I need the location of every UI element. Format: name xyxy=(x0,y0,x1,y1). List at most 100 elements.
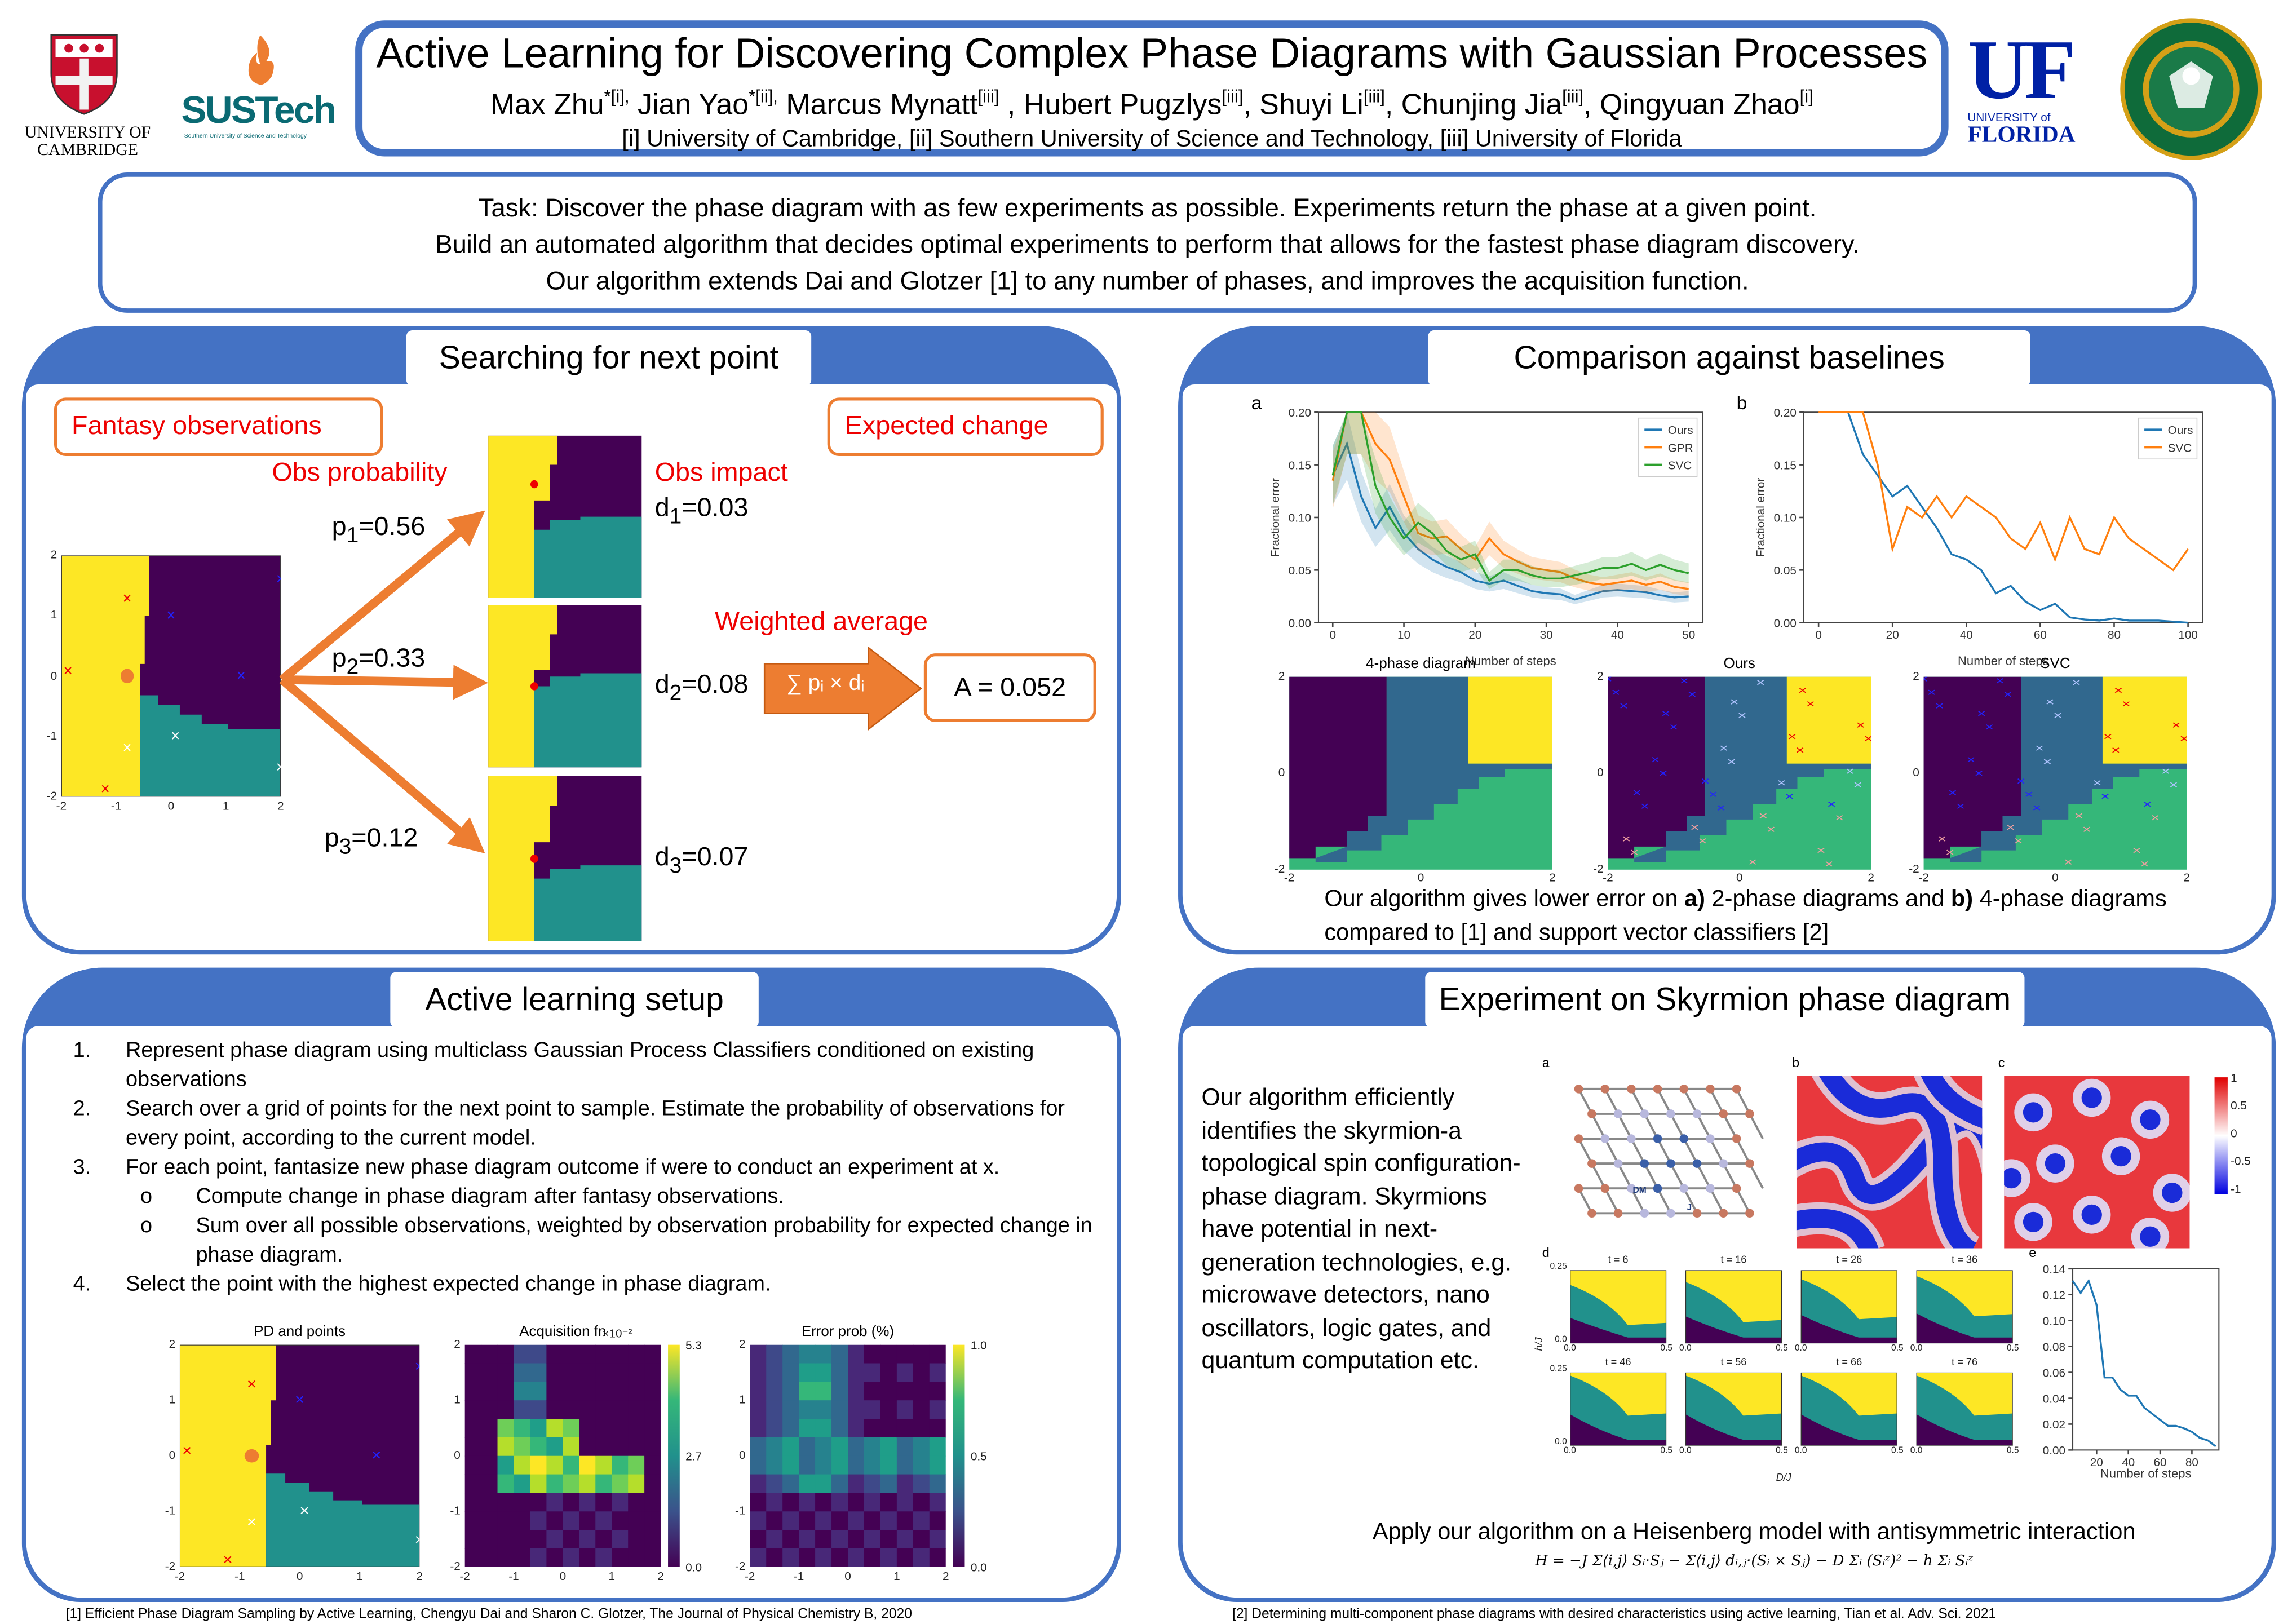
x-axis-label: Number of steps xyxy=(2100,1467,2192,1480)
y-tick: 0 xyxy=(1597,765,1604,780)
heatmap-cell xyxy=(913,1455,930,1475)
skyrmion-core xyxy=(2023,1211,2044,1232)
x-tick: 0.5 xyxy=(1891,1447,1904,1456)
observation-marker: × xyxy=(1816,844,1825,857)
observation-marker: × xyxy=(1806,698,1815,711)
heatmap-cell xyxy=(628,1400,645,1419)
heatmap-cell xyxy=(563,1548,579,1568)
y-tick: 0.25 xyxy=(1550,1365,1567,1374)
phase-region-purple xyxy=(1923,676,2021,859)
spin-site xyxy=(1692,1209,1702,1218)
observation-marker: × xyxy=(182,1442,192,1460)
heatmap-cell xyxy=(579,1455,596,1475)
heatmap-cell xyxy=(628,1419,645,1438)
x-tick: -2 xyxy=(1284,871,1295,884)
heatmap-cell xyxy=(464,1363,482,1383)
heatmap-cell xyxy=(546,1548,563,1568)
heatmap-cell xyxy=(579,1363,596,1383)
error-prob-heatmap xyxy=(750,1344,946,1568)
y-tick: 0 xyxy=(1913,765,1919,780)
y-tick-label: 0.00 xyxy=(2043,1444,2065,1457)
phase-region-yellow xyxy=(179,1344,276,1567)
heatmap-cell xyxy=(514,1548,531,1568)
heatmap-cell xyxy=(799,1511,816,1530)
observation-marker: × xyxy=(1690,821,1699,834)
x-tick: 2 xyxy=(1549,871,1556,884)
heatmap-cells xyxy=(464,1344,661,1568)
heatmap-cell xyxy=(546,1382,563,1401)
y-tick-label: 0.12 xyxy=(2043,1289,2065,1302)
snapshot-phase-diagram xyxy=(1915,1371,2014,1446)
heatmap-cell xyxy=(766,1419,783,1438)
heatmap-cell xyxy=(612,1530,629,1549)
heatmap-cell xyxy=(929,1363,946,1383)
snapshot-phase-diagram xyxy=(1569,1371,1667,1446)
heatmap-cell xyxy=(497,1493,515,1512)
legend xyxy=(2138,417,2198,460)
heatmap-cell xyxy=(750,1511,767,1530)
spin-site xyxy=(1679,1184,1689,1193)
reference-2: [2] Determining multi-component phase di… xyxy=(1232,1606,1997,1623)
cambridge-shield-icon xyxy=(50,34,118,115)
heatmap-cell xyxy=(546,1419,563,1438)
heatmap-cell xyxy=(913,1419,930,1438)
comparison-chart-a: 0.00 0.05 0.10 0.15 0.20 0 10 20 30 40 50 Number of… xyxy=(1251,392,1704,666)
heatmap-cell xyxy=(766,1474,783,1494)
heatmap-cell xyxy=(497,1548,515,1568)
heatmap-cell xyxy=(563,1363,579,1383)
heatmap-cell xyxy=(864,1419,881,1438)
heatmap-cell xyxy=(644,1474,661,1494)
spin-site xyxy=(1745,1159,1754,1168)
y-tick: -2 xyxy=(1909,862,1919,876)
heatmap-cell xyxy=(530,1530,547,1549)
spin-site xyxy=(1745,1209,1754,1218)
heatmap-cell xyxy=(464,1344,482,1364)
heatmap-cell xyxy=(750,1530,767,1549)
step-text: Search over a grid of points for the nex… xyxy=(126,1098,1065,1150)
heatmap-cell xyxy=(595,1493,612,1512)
dm-label: DM xyxy=(1632,1187,1647,1196)
heatmap-cell xyxy=(848,1548,865,1568)
branch-arrows xyxy=(279,510,489,853)
heatmap-cell xyxy=(530,1382,547,1401)
heatmap-cell xyxy=(579,1474,596,1494)
y-tick-label: 0.00 xyxy=(1774,617,1797,630)
heatmap-cell xyxy=(766,1344,783,1364)
spin-lattice-illustration xyxy=(1574,1085,1764,1218)
heatmap-cell xyxy=(595,1437,612,1457)
heatmap-cell xyxy=(612,1419,629,1438)
heatmap-cell xyxy=(782,1548,799,1568)
heatmap-cell xyxy=(595,1474,612,1494)
observation-marker: × xyxy=(247,1514,256,1531)
spin-down-stripe xyxy=(1818,1076,1977,1249)
sustech-subtitle: Southern University of Science and Techn… xyxy=(184,131,307,139)
phase-region-steel xyxy=(1950,676,2187,862)
uf-logo: UF UNIVERSITY of FLORIDA xyxy=(1967,27,2091,153)
spin-site xyxy=(1692,1159,1702,1168)
y-tick: -2 xyxy=(735,1559,746,1573)
task-line: Build an automated algorithm that decide… xyxy=(435,229,1860,259)
heatmap-cell xyxy=(481,1419,498,1438)
heatmap-cell xyxy=(815,1455,832,1475)
observation-marker: × xyxy=(1680,677,1689,688)
y-tick: 0 xyxy=(169,1448,176,1462)
uf-sub1: UNIVERSITY of xyxy=(1967,111,2051,125)
heatmap-cell xyxy=(750,1437,767,1457)
heatmap-cell xyxy=(612,1493,629,1512)
heatmap-cell xyxy=(913,1400,930,1419)
x-tick: 0 xyxy=(559,1570,567,1583)
observation-marker: × xyxy=(1948,786,1957,799)
heatmap-cell xyxy=(612,1400,629,1419)
heatmap-cell xyxy=(644,1455,661,1475)
x-axis-label: Number of steps xyxy=(1958,654,2049,667)
phase-region-purple xyxy=(1916,1414,2013,1446)
heatmap-cell xyxy=(514,1363,531,1383)
observation-marker: × xyxy=(1630,846,1639,859)
x-tick: 0.5 xyxy=(1660,1447,1672,1456)
author-name: , Chunjing Jia xyxy=(1384,88,1563,121)
heatmap-cell xyxy=(546,1511,563,1530)
plot-title: PD and points xyxy=(254,1324,346,1340)
heatmap-cell xyxy=(546,1344,563,1364)
heatmap-cell xyxy=(595,1548,612,1568)
